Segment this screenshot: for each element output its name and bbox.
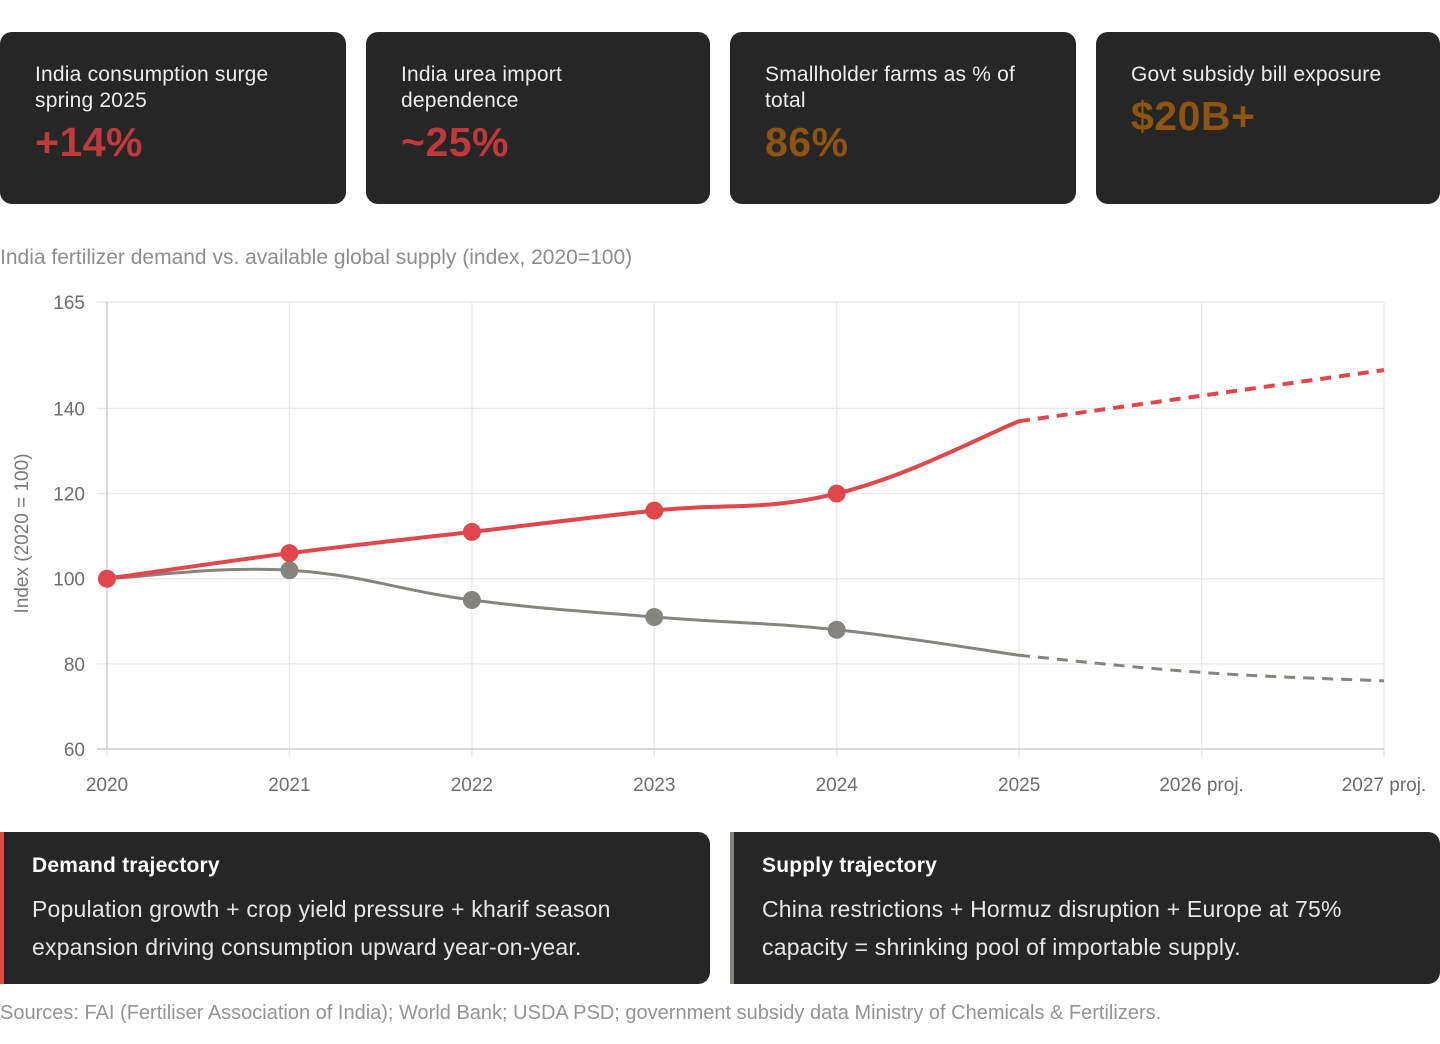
stat-card-subsidy: Govt subsidy bill exposure $20B+ [1096, 32, 1440, 204]
note-body: China restrictions + Hormuz disruption +… [762, 896, 1342, 960]
stat-value: ~25% [401, 119, 510, 165]
supply-point [462, 591, 481, 609]
demand-point [827, 484, 846, 503]
supply-point [827, 620, 846, 639]
stat-value: $20B+ [1131, 93, 1256, 139]
supply-series-line [105, 567, 1021, 657]
demand-series-line [105, 419, 1022, 581]
demand-projected-line [1018, 368, 1385, 424]
x-tick-label: 2024 [816, 775, 859, 796]
demand-point [280, 544, 299, 563]
demand-point [462, 522, 481, 541]
stat-card-import-dependence: India urea import dependence ~25% [366, 32, 710, 204]
note-body: Population growth + crop yield pressure … [32, 896, 611, 960]
x-tick-label: 2021 [268, 775, 310, 796]
stat-value: 86% [765, 119, 849, 165]
note-card-demand: Demand trajectory Population growth + cr… [0, 832, 710, 984]
stat-label: Govt subsidy bill exposure [1131, 63, 1382, 86]
x-tick-label: 2025 [998, 775, 1040, 796]
x-tick-label: 2020 [86, 775, 128, 796]
demand-point [98, 569, 116, 588]
stat-value: +14% [35, 119, 144, 165]
supply-projected-line [1018, 653, 1385, 683]
supply-point [280, 561, 299, 580]
stat-card-consumption: India consumption surge spring 2025 +14% [0, 32, 346, 204]
stat-label: India consumption surge spring 2025 [35, 63, 269, 112]
x-tick-label: 2027 proj. [1342, 775, 1427, 796]
chart-caption: India fertilizer demand vs. available gl… [0, 246, 633, 269]
note-title: Demand trajectory [32, 854, 220, 877]
line-chart: 60 80 100 120 140 165 2020 2021 2022 2023 2024 2025… [12, 293, 1427, 796]
y-tick-label: 60 [64, 740, 85, 761]
x-tick-label: 2022 [451, 775, 493, 796]
y-tick-label: 140 [53, 399, 85, 420]
note-title: Supply trajectory [762, 854, 937, 877]
x-tick-label: 2023 [633, 775, 675, 796]
stat-label: India urea import dependence [401, 63, 562, 112]
demand-point [645, 501, 664, 520]
y-tick-label: 100 [53, 570, 85, 591]
y-tick-label: 120 [53, 485, 85, 506]
source-footnote: Sources: FAI (Fertiliser Association of … [0, 1002, 1162, 1024]
y-tick-label: 80 [64, 655, 85, 676]
supply-point [645, 608, 664, 627]
y-tick-label: 165 [53, 293, 85, 314]
note-card-supply: Supply trajectory China restrictions + H… [730, 832, 1440, 984]
y-axis-title: Index (2020 = 100) [12, 453, 33, 613]
stat-label: Smallholder farms as % of total [765, 63, 1016, 112]
x-tick-label: 2026 proj. [1159, 775, 1244, 796]
stat-card-smallholder: Smallholder farms as % of total 86% [730, 32, 1076, 204]
